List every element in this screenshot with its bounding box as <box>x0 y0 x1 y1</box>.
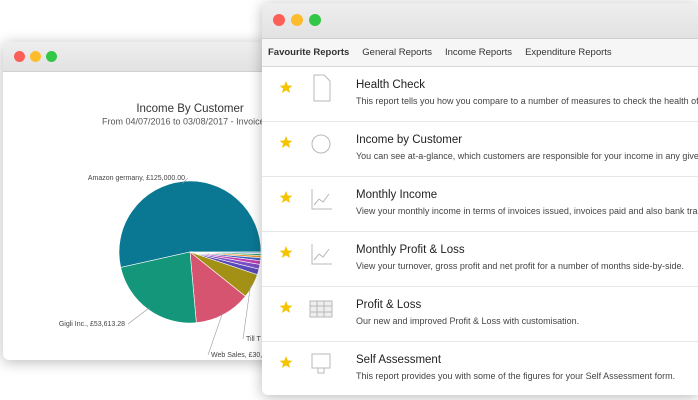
tab[interactable]: Income Reports <box>445 47 513 58</box>
report-row[interactable]: Income by Customer You can see at-a-glanc… <box>262 122 698 177</box>
report-row[interactable]: Monthly Profit & Loss View your turnover,… <box>262 232 698 287</box>
report-title[interactable]: Income by Customer <box>356 134 463 146</box>
close-button[interactable] <box>14 51 25 62</box>
slice-label: Gigli Inc., £53,613.28 <box>59 321 125 328</box>
report-description: View your monthly income in terms of inv… <box>356 206 698 216</box>
minimize-button[interactable] <box>30 51 41 62</box>
leader-line <box>242 285 251 340</box>
report-title[interactable]: Monthly Profit & Loss <box>356 244 465 256</box>
report-title[interactable]: Profit & Loss <box>356 299 422 311</box>
report-row[interactable]: Self Assessment This report provides you … <box>262 342 698 395</box>
report-description: This report tells you how you compare to… <box>356 96 698 106</box>
report-description: Our new and improved Profit & Loss with … <box>356 316 580 326</box>
favourite-star[interactable] <box>279 136 293 148</box>
favourite-star[interactable] <box>279 191 293 203</box>
tab-bar: Favourite Reports General Reports Income R… <box>262 39 698 67</box>
leader-line <box>207 312 223 356</box>
report-icon <box>309 300 333 318</box>
report-title[interactable]: Self Assessment <box>356 354 442 366</box>
report-window: Income By Customer From 04/07/2016 to 03… <box>3 42 303 360</box>
row-icons <box>279 300 333 318</box>
row-icons <box>279 353 331 374</box>
pie-slice <box>120 251 197 324</box>
zoom-button[interactable] <box>309 14 321 26</box>
favourite-star[interactable] <box>279 246 293 258</box>
report-description: This report provides you with some of th… <box>356 371 676 381</box>
report-icon <box>311 134 331 154</box>
report-icon <box>311 189 332 210</box>
favourite-star[interactable] <box>279 81 293 93</box>
row-icons <box>279 74 331 102</box>
report-icon <box>313 74 331 102</box>
report-title[interactable]: Health Check <box>356 79 426 91</box>
pie-slice <box>189 251 246 324</box>
report-icon <box>311 353 331 374</box>
pie-slice <box>118 180 262 268</box>
title-bar <box>262 3 698 39</box>
tab[interactable]: Expenditure Reports <box>525 47 612 58</box>
row-icons <box>279 189 332 210</box>
leader-line <box>182 177 189 184</box>
reports-window: Favourite Reports General Reports Income R… <box>262 3 698 395</box>
tab[interactable]: Favourite Reports <box>268 47 350 58</box>
report-description: View your turnover, gross profit and net… <box>356 261 684 271</box>
report-description: You can see at-a-glance, which customers… <box>356 151 698 161</box>
favourite-star[interactable] <box>279 356 293 368</box>
report-row[interactable]: Profit & Loss Our new and improved Profit… <box>262 287 698 342</box>
report-title[interactable]: Monthly Income <box>356 189 438 201</box>
slice-label: Amazon germany, £125,000.00 <box>88 175 185 182</box>
chart-subtitle: From 04/07/2016 to 03/08/2017 - Invoices… <box>102 116 284 126</box>
slice-label: Web Sales, £30,0 <box>211 352 266 359</box>
close-button[interactable] <box>273 14 285 26</box>
row-icons <box>279 244 332 265</box>
report-icon <box>311 244 332 265</box>
leader-line <box>127 307 150 325</box>
title-bar <box>3 42 303 72</box>
zoom-button[interactable] <box>46 51 57 62</box>
report-row[interactable]: Health Check This report tells you how yo… <box>262 67 698 122</box>
tab[interactable]: General Reports <box>362 47 432 58</box>
favourite-star[interactable] <box>279 301 293 313</box>
pie-chart: Income By Customer From 04/07/2016 to 03… <box>59 103 284 359</box>
report-list: Health Check This report tells you how yo… <box>262 67 698 395</box>
slice-label: Till T <box>246 336 262 343</box>
minimize-button[interactable] <box>291 14 303 26</box>
report-row[interactable]: Monthly Income View your monthly income i… <box>262 177 698 232</box>
row-icons <box>279 134 331 154</box>
chart-title: Income By Customer <box>136 103 244 115</box>
